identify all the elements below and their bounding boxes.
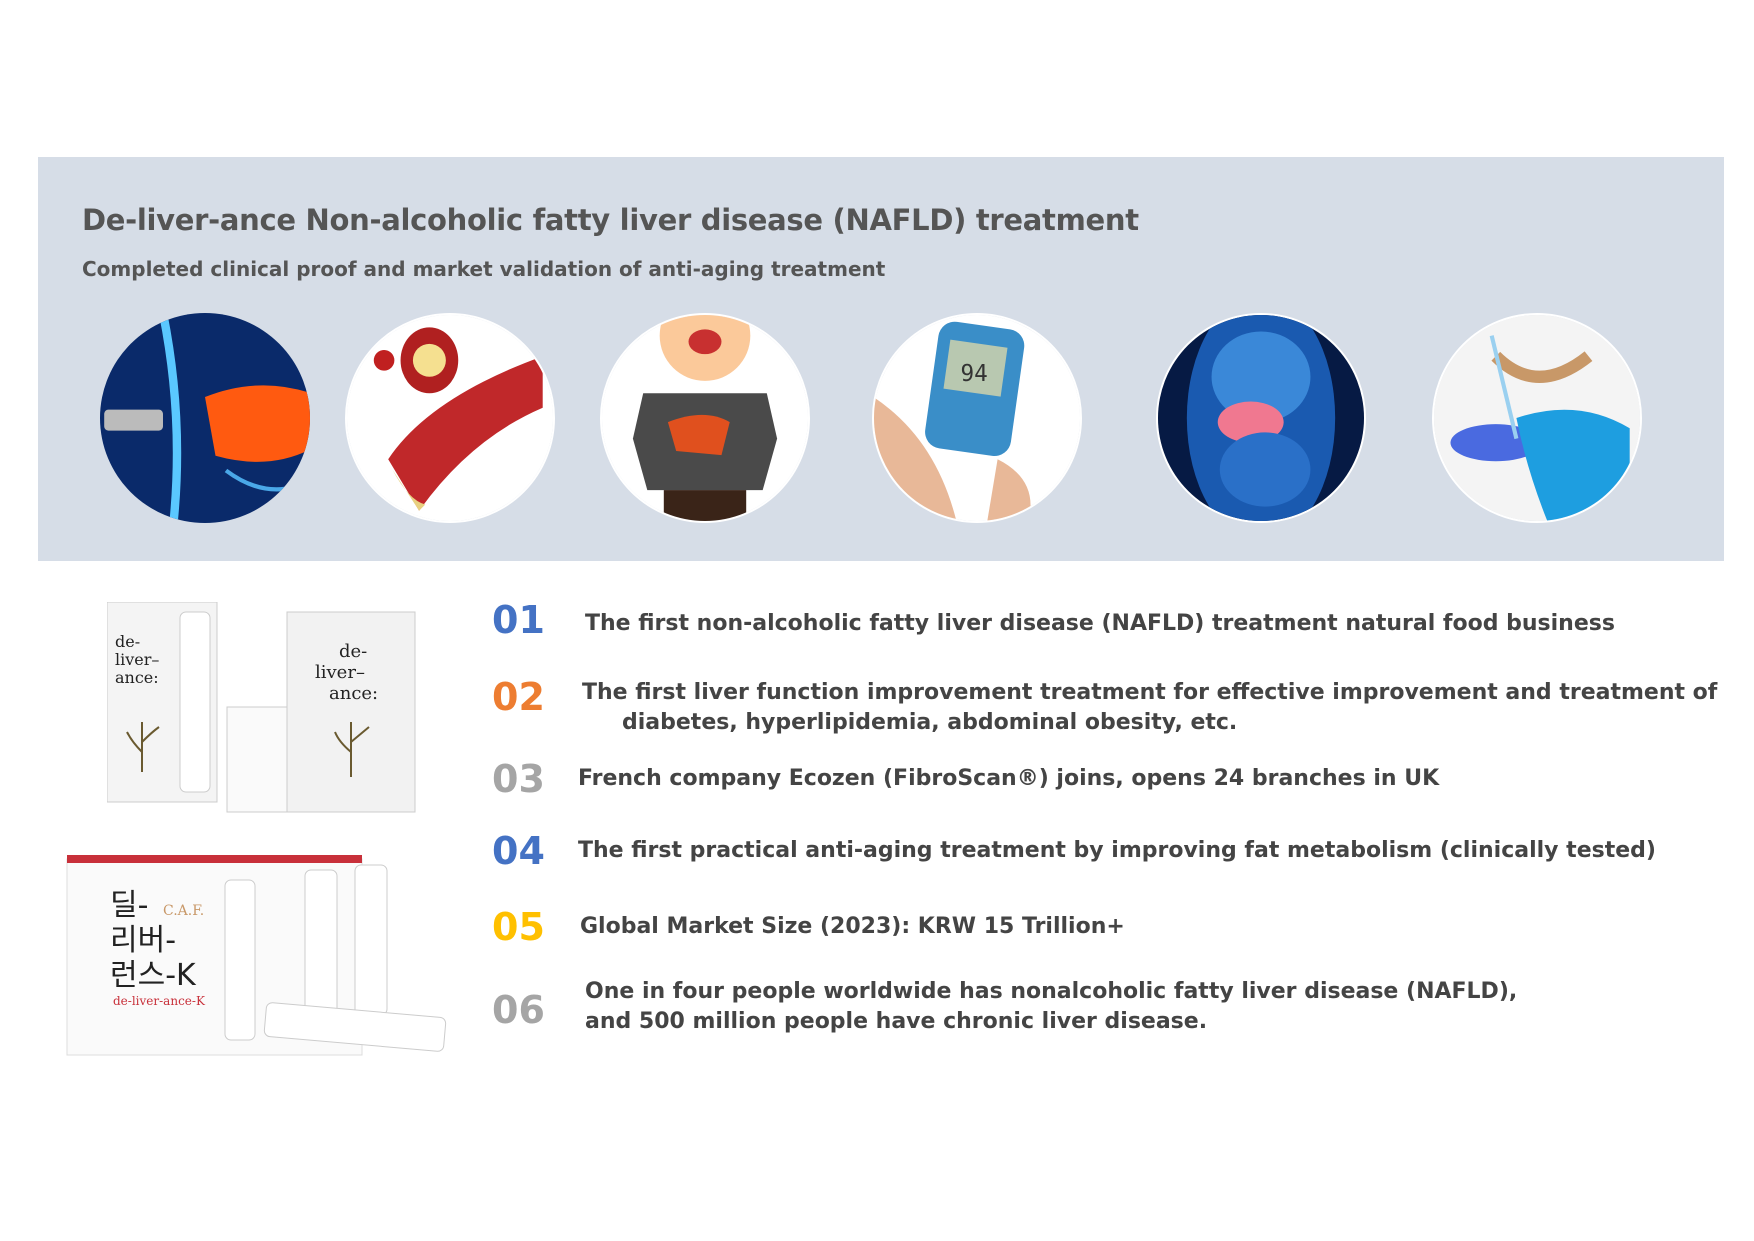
item-text-line: diabetes, hyperlipidemia, abdominal obes… bbox=[622, 710, 1238, 735]
product-image-deliverance-k: 딜- 리버- 런스-K de-liver-ance-K C.A.F. bbox=[65, 855, 450, 1060]
glucose-meter-icon: 94 bbox=[872, 313, 1082, 523]
list-item: 01 The first non-alcoholic fatty liver d… bbox=[492, 601, 1615, 639]
svg-text:de-: de- bbox=[339, 641, 367, 662]
item-text: Global Market Size (2023): KRW 15 Trilli… bbox=[580, 914, 1125, 939]
item-number: 02 bbox=[492, 675, 545, 719]
svg-text:딜-: 딜- bbox=[110, 888, 148, 923]
fibroscan-liver-icon bbox=[100, 313, 310, 523]
obese-person-liver-icon bbox=[600, 313, 810, 523]
item-number: 05 bbox=[492, 905, 545, 949]
svg-text:de-liver-ance-K: de-liver-ance-K bbox=[113, 994, 206, 1008]
svg-text:C.A.F.: C.A.F. bbox=[163, 903, 204, 919]
item-text: French company Ecozen (FibroScan®) joins… bbox=[578, 766, 1440, 791]
svg-text:de-: de- bbox=[115, 632, 140, 651]
list-item: 04 The first practical anti-aging treatm… bbox=[492, 832, 1656, 870]
list-item: 05 Global Market Size (2023): KRW 15 Tri… bbox=[492, 908, 1125, 946]
item-number: 03 bbox=[492, 757, 545, 801]
svg-text:liver–: liver– bbox=[115, 650, 159, 669]
svg-text:ance:: ance: bbox=[115, 668, 159, 687]
item-text-line: and 500 million people have chronic live… bbox=[585, 1009, 1208, 1034]
page-title: De-liver-ance Non-alcoholic fatty liver … bbox=[82, 203, 1139, 237]
item-number: 06 bbox=[492, 988, 545, 1032]
item-text: The first practical anti-aging treatment… bbox=[578, 838, 1656, 863]
svg-text:런스-K: 런스-K bbox=[110, 958, 197, 993]
list-item: 06 One in four people worldwide has nona… bbox=[492, 977, 1517, 1037]
list-item: 03 French company Ecozen (FibroScan®) jo… bbox=[492, 760, 1439, 798]
header-banner: De-liver-ance Non-alcoholic fatty liver … bbox=[38, 157, 1724, 561]
glucose-reading: 94 bbox=[961, 361, 988, 387]
lab-petri-dish-icon bbox=[1432, 313, 1642, 523]
item-text-line: One in four people worldwide has nonalco… bbox=[585, 979, 1518, 1004]
item-number: 04 bbox=[492, 829, 545, 873]
item-text-line: The first liver function improvement tre… bbox=[582, 680, 1718, 705]
svg-text:리버-: 리버- bbox=[110, 923, 176, 958]
page-subtitle: Completed clinical proof and market vali… bbox=[82, 257, 886, 281]
anatomy-liver-icon bbox=[1156, 313, 1366, 523]
svg-text:liver–: liver– bbox=[315, 662, 365, 683]
list-item: 02 The first liver function improvement … bbox=[492, 678, 1717, 738]
item-text: The first non-alcoholic fatty liver dise… bbox=[585, 611, 1615, 636]
item-number: 01 bbox=[492, 598, 545, 642]
product-image-deliverance: de- liver– ance: de- liver– ance: bbox=[106, 601, 417, 816]
clogged-artery-icon bbox=[345, 313, 555, 523]
item-text: One in four people worldwide has nonalco… bbox=[585, 977, 1517, 1037]
svg-text:ance:: ance: bbox=[329, 683, 378, 704]
item-text: The first liver function improvement tre… bbox=[582, 678, 1717, 738]
